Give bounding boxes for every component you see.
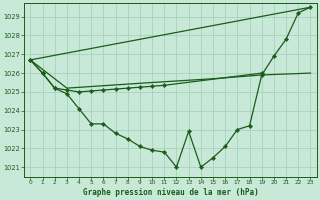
X-axis label: Graphe pression niveau de la mer (hPa): Graphe pression niveau de la mer (hPa) bbox=[83, 188, 258, 197]
